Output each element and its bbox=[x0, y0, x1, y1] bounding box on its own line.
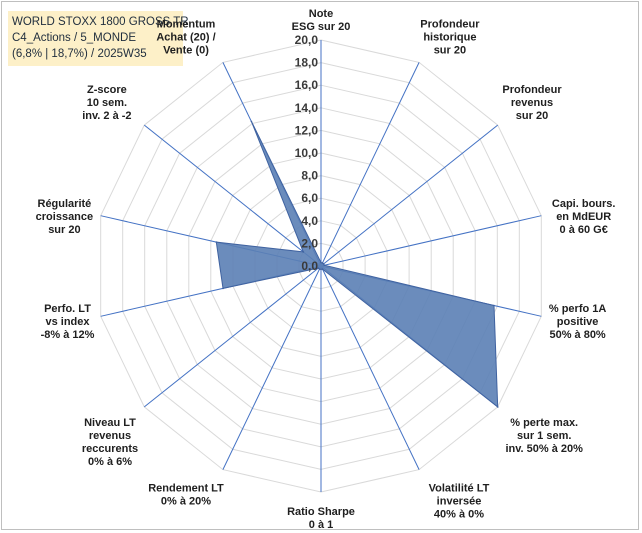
axis-label-line: sur 1 sem. bbox=[517, 430, 571, 442]
axis-label-line: 0% à 6% bbox=[88, 456, 132, 468]
axis-label: Volatilité LT inversée 40% à 0% bbox=[429, 483, 490, 521]
axis-label-line: Profondeur bbox=[420, 18, 480, 30]
axis-label: % perfo 1A positive 50% à 80% bbox=[549, 303, 607, 341]
tick-label: 4,0 bbox=[301, 214, 318, 228]
axis-label-line: Volatilité LT bbox=[429, 483, 490, 495]
radar-tick-labels: 0,0 2,0 4,0 6,0 8,0 10,0 12,0 14,0 16,0 18,0 20,0 bbox=[295, 33, 319, 273]
axis-label-line: Z-score bbox=[87, 84, 127, 96]
axis-label-line: Achat (20) / bbox=[156, 31, 215, 43]
tick-label: 12,0 bbox=[295, 123, 319, 137]
axis-label: Profondeur historique sur 20 bbox=[420, 18, 480, 56]
series-point bbox=[320, 268, 322, 271]
series-point bbox=[493, 304, 495, 307]
axis-label-line: Rendement LT bbox=[148, 483, 224, 495]
axis-label-line: vs index bbox=[45, 316, 90, 328]
axis-label: Capi. bours. en MdEUR 0 à 60 G€ bbox=[552, 198, 616, 236]
radar-axis-labels: Note ESG sur 20 Profondeur historique sur 20… bbox=[36, 8, 616, 531]
axis-label-line: revenus bbox=[89, 430, 131, 442]
tick-label: 18,0 bbox=[295, 56, 319, 70]
axis-label-line: revenus bbox=[511, 97, 553, 109]
axis-label: Ratio Sharpe 0 à 1 bbox=[287, 506, 355, 531]
axis-label-line: 50% à 80% bbox=[549, 329, 605, 341]
tick-label: 20,0 bbox=[295, 33, 319, 47]
axis-label-line: 0 à 1 bbox=[309, 519, 333, 531]
series-point bbox=[322, 263, 325, 265]
series-point bbox=[222, 287, 224, 290]
axis-label-line: 0% à 20% bbox=[161, 496, 211, 508]
series-point bbox=[496, 406, 499, 408]
axis-label-line: 0 à 60 G€ bbox=[560, 224, 608, 236]
axis-label: Momentum Achat (20) / Vente (0) bbox=[156, 18, 215, 56]
axis-label-line: historique bbox=[423, 31, 476, 43]
axis-label-line: Régularité bbox=[38, 198, 92, 210]
axis-label-line: Profondeur bbox=[502, 84, 562, 96]
axis-label-line: inversée bbox=[437, 496, 482, 508]
axis-label-line: Niveau LT bbox=[84, 417, 136, 429]
axis-label: Note ESG sur 20 bbox=[292, 8, 351, 33]
axis-label: Régularité croissance sur 20 bbox=[36, 198, 93, 236]
axis-label-line: sur 20 bbox=[48, 224, 80, 236]
axis-label-line: Capi. bours. bbox=[552, 198, 616, 210]
series-area bbox=[215, 121, 499, 408]
series-point bbox=[215, 241, 218, 243]
axis-label-line: reccurents bbox=[82, 443, 138, 455]
series-point bbox=[321, 262, 324, 264]
axis-label-line: inv. 2 à -2 bbox=[82, 110, 131, 122]
axis-label: Z-score 10 sem. inv. 2 à -2 bbox=[82, 84, 131, 122]
axis-spoke bbox=[320, 124, 499, 267]
axis-label-line: Momentum bbox=[157, 18, 216, 30]
axis-label-line: croissance bbox=[36, 211, 93, 223]
axis-spoke bbox=[143, 265, 322, 408]
radar-series bbox=[215, 120, 499, 408]
axis-label-line: en MdEUR bbox=[556, 211, 611, 223]
axis-spoke bbox=[320, 215, 542, 267]
series-point bbox=[320, 261, 322, 264]
axis-label-line: ESG sur 20 bbox=[292, 21, 351, 33]
axis-label-line: % perfo 1A bbox=[549, 303, 607, 315]
chart-title-line-1: WORLD STOXX 1800 GROSS TR bbox=[12, 16, 189, 28]
tick-label: 10,0 bbox=[295, 146, 319, 160]
axis-label-line: -8% à 12% bbox=[41, 329, 95, 341]
axis-label: Profondeur revenus sur 20 bbox=[502, 84, 562, 122]
axis-spoke bbox=[320, 265, 420, 470]
axis-label-line: 40% à 0% bbox=[434, 509, 484, 521]
axis-label-line: sur 20 bbox=[434, 44, 466, 56]
axis-label-line: inv. 50% à 20% bbox=[505, 443, 583, 455]
series-point bbox=[250, 120, 253, 123]
series-point bbox=[321, 268, 324, 270]
series-point bbox=[302, 251, 305, 253]
axis-label: Perfo. LT vs index -8% à 12% bbox=[41, 303, 95, 341]
axis-label: % perte max. sur 1 sem. inv. 50% à 20% bbox=[505, 417, 583, 455]
series-point bbox=[323, 264, 326, 267]
axis-label-line: positive bbox=[557, 316, 599, 328]
axis-label-line: % perte max. bbox=[510, 417, 578, 429]
chart-title-box: WORLD STOXX 1800 GROSS TR C4_Actions / 5… bbox=[8, 11, 189, 66]
chart-title-line-2: C4_Actions / 5_MONDE bbox=[12, 32, 136, 44]
tick-label: 16,0 bbox=[295, 78, 319, 92]
tick-label: 14,0 bbox=[295, 101, 319, 115]
axis-spoke bbox=[320, 62, 420, 267]
axis-spoke bbox=[222, 265, 322, 470]
chart-title-line-3: (6,8% | 18,7%) / 2025W35 bbox=[12, 48, 147, 60]
axis-label-line: sur 20 bbox=[516, 110, 548, 122]
axis-spoke bbox=[143, 124, 322, 267]
tick-label: 2,0 bbox=[301, 236, 318, 250]
axis-label: Rendement LT 0% à 20% bbox=[148, 483, 224, 508]
tick-label: 8,0 bbox=[301, 169, 318, 183]
axis-label-line: Perfo. LT bbox=[44, 303, 91, 315]
axis-label-line: Note bbox=[309, 8, 333, 20]
tick-label: 0,0 bbox=[301, 259, 318, 273]
axis-label-line: Ratio Sharpe bbox=[287, 506, 355, 518]
axis-label: Niveau LT revenus reccurents 0% à 6% bbox=[82, 417, 138, 468]
series-point bbox=[317, 267, 320, 269]
tick-label: 6,0 bbox=[301, 191, 318, 205]
axis-label-line: Vente (0) bbox=[163, 44, 209, 56]
series-point bbox=[318, 268, 321, 270]
axis-label-line: 10 sem. bbox=[87, 97, 127, 109]
